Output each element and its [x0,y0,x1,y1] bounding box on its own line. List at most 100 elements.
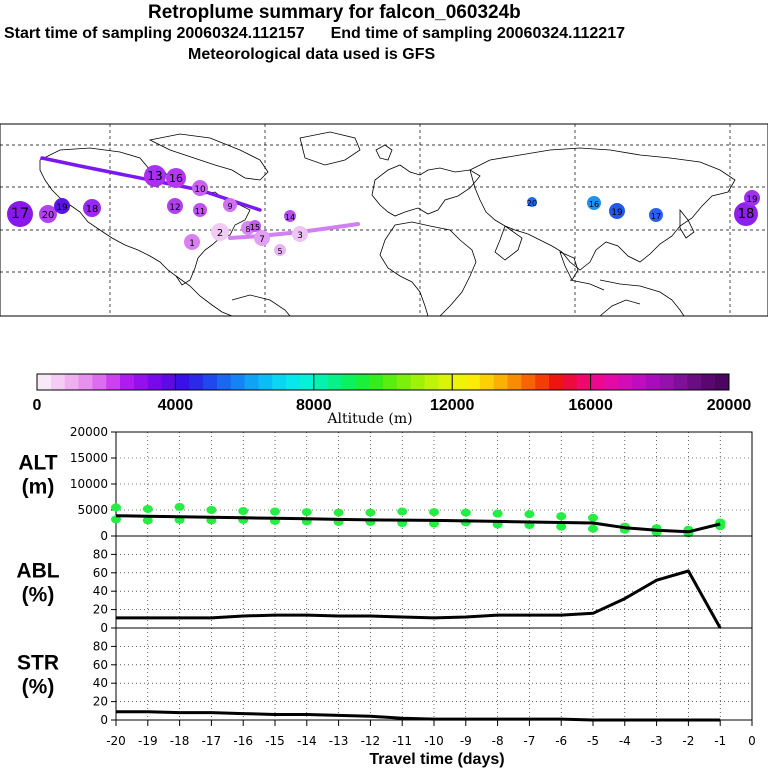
altitude-point [206,506,217,514]
colorbar-cell [161,374,176,390]
altitude-point [556,522,567,531]
trajectory-marker-label: 8 [245,225,250,234]
colorbar-ticks: 0 4000 8000 12000 16000 20000 [33,374,751,414]
sampling-time-range: Start time of sampling 20060324.112157 En… [4,25,625,43]
colorbar-cell [272,374,287,390]
x-tick-label: -9 [460,734,472,748]
colorbar-cell [673,374,688,390]
y-tick-label: 5000 [77,503,108,517]
trajectory-marker-label: 12 [169,203,180,213]
trajectory-marker-label: 15 [250,223,260,232]
trajectory-marker-label: 17 [11,206,29,222]
colorbar-cell [203,374,218,390]
trajectory-marker-label: 14 [285,213,295,222]
x-tick-label: -12 [361,734,381,748]
trajectory-marker: 18 [734,202,758,226]
panel-label: STR [17,651,59,674]
panel-label: ALT [18,451,57,474]
altitude-point [588,513,598,522]
trajectory-marker: 19 [54,198,70,214]
trajectory-marker: 15 [249,220,261,232]
str-line [116,710,721,722]
x-tick-label: -19 [138,734,158,748]
y-tick-label: 0 [100,713,108,727]
y-tick-label: 20 [93,603,108,617]
trajectory-marker: 19 [609,203,625,219]
colorbar-cell [120,374,135,390]
x-tick-label: -8 [492,734,504,748]
panel-label: ABL [16,559,59,582]
abl-line [116,569,722,629]
colorbar-cells [37,374,730,390]
colorbar-tick-label: 0 [33,397,42,414]
colorbar-cell [590,374,605,390]
colorbar-cell [507,374,522,390]
altitude-colorbar: 0 4000 8000 12000 16000 20000 Altitude (m) [33,373,751,427]
trajectory-marker: 14 [284,210,296,222]
time-series-panels: 05000100001500020000ALT(m)020406080ABL(%… [16,425,755,748]
colorbar-cell [715,374,730,390]
y-tick-label: 40 [93,676,108,690]
trajectory-marker-label: 19 [56,203,67,213]
x-tick-label: -4 [619,734,631,748]
colorbar-cell [147,374,163,390]
colorbar-cell [562,374,578,390]
y-tick-label: 40 [93,584,108,598]
trajectory-marker: 9 [223,198,237,212]
colorbar-cell [92,374,107,390]
map-frame [0,123,768,317]
trajectory-marker-label: 20 [527,199,537,208]
panel-gridlines [116,431,752,536]
altitude-point [142,516,153,525]
x-tick-label: -1 [714,734,726,748]
colorbar-cell [604,374,619,390]
altitude-point [460,508,471,517]
colorbar-cell [189,374,204,390]
trajectory-marker: 5 [274,244,286,256]
y-tick-label: 60 [93,566,108,580]
colorbar-cell [535,374,550,390]
x-tick-label: -3 [651,734,663,748]
colorbar-cell [230,374,246,390]
x-tick-label: -10 [424,734,444,748]
altitude-point [333,508,344,517]
trajectory-marker: 17 [649,208,663,222]
abl-panel: 0 20 40 60 80 ABL(%) [16,535,753,635]
colorbar-cell [355,374,370,390]
trajectory-marker-label: 17 [651,212,661,221]
y-tick-label: 80 [93,547,108,561]
colorbar-cell [521,374,536,390]
trajectory-marker: 7 [254,230,270,246]
altitude-point [238,507,249,516]
colorbar-cell [64,374,80,390]
colorbar-cell [493,374,509,390]
colorbar-cell [396,374,412,390]
str-panel: 0 20 40 60 80 STR(%) [17,627,753,727]
trajectory-marker: 10 [192,180,208,196]
y-tick-label: 10000 [70,477,108,491]
trajectory-marker-label: 13 [147,169,162,183]
x-axis-label: Travel time (days) [369,751,504,768]
met-data-label: Meteorological data used is GFS [188,46,436,63]
x-tick-label: -11 [392,734,412,748]
colorbar-cell [466,374,481,390]
trajectory-marker-label: 7 [259,235,265,245]
trajectory-marker: 1 [184,234,200,250]
colorbar-cell [576,374,592,390]
trajectory-marker-label: 18 [738,207,755,222]
trajectory-marker: 11 [193,203,207,217]
colorbar-cell [618,374,633,390]
trajectory-marker: 2 [211,223,229,241]
colorbar-tick-label: 12000 [430,397,475,414]
colorbar-tick-label: 8000 [296,397,332,414]
trajectory-marker-label: 16 [169,172,183,185]
trajectory-marker-label: 2 [217,228,223,239]
colorbar-cell [687,374,702,390]
trajectory-marker: 12 [167,198,183,214]
trajectory-marker-label: 19 [611,208,622,218]
colorbar-cell [286,374,301,390]
x-axis: -20 -19 -18 -17 -16 -15 -14 -13 -12 -11 -10 -9 -8 -7-… [106,720,756,748]
x-tick-label: -2 [682,734,694,748]
chart-title: Retroplume summary for falcon_060324b [148,2,521,23]
